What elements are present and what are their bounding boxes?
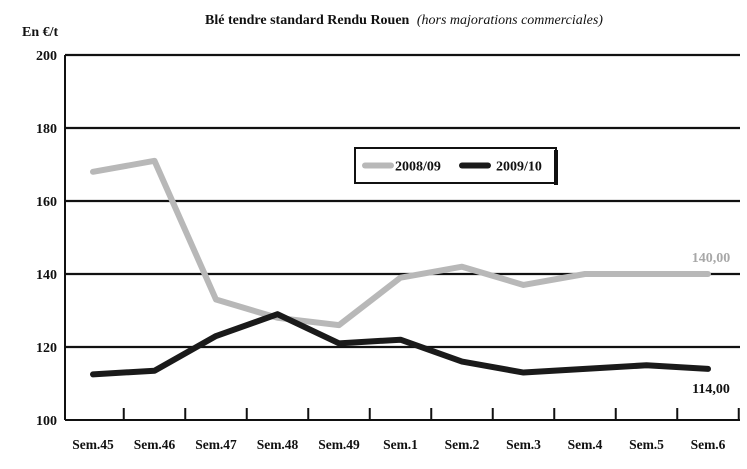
y-tick-label-140: 140 [36, 268, 57, 283]
series-line-2008-09 [90, 157, 711, 329]
y-tick-label-120: 120 [36, 341, 57, 356]
legend-label-2008-09: 2008/09 [395, 160, 441, 175]
axes [64, 55, 740, 421]
end-label-2008-09: 140,00 [692, 251, 731, 266]
legend-label-2009-10: 2009/10 [496, 160, 542, 175]
y-axis-label: En €/t [22, 25, 59, 40]
x-tick-label-sem49: Sem.49 [318, 437, 360, 452]
x-tick-label-sem4: Sem.4 [568, 437, 603, 452]
x-tick-label-sem3: Sem.3 [506, 437, 541, 452]
x-tick-label-sem6: Sem.6 [691, 437, 726, 452]
x-tick-label-sem47: Sem.47 [195, 437, 237, 452]
series-line-2009-10 [90, 311, 711, 378]
x-tick-label-sem2: Sem.2 [445, 437, 480, 452]
end-label-2009-10: 114,00 [692, 382, 730, 397]
chart-title-main: Blé tendre standard Rendu Rouen [205, 13, 410, 28]
series-lines [90, 157, 711, 378]
y-tick-label-180: 180 [36, 122, 57, 137]
chart-title-sub: (hors majorations commerciales) [417, 13, 603, 28]
x-tick-labels: Sem.45 Sem.46 Sem.47 Sem.48 Sem.49 Sem.1 Sem.2… [72, 408, 740, 452]
x-tick-label-sem5: Sem.5 [629, 437, 664, 452]
y-tick-label-160: 160 [36, 195, 57, 210]
y-tick-label-200: 200 [36, 49, 57, 64]
x-tick-label-sem45: Sem.45 [72, 437, 114, 452]
gridlines [65, 53, 740, 349]
legend: 2008/09 2009/10 [354, 147, 558, 185]
x-tick-label-sem48: Sem.48 [257, 437, 299, 452]
end-value-labels: 140,00 114,00 [692, 251, 731, 397]
x-tick-label-sem1: Sem.1 [383, 437, 418, 452]
chart-title: Blé tendre standard Rendu Rouen (hors ma… [205, 13, 603, 28]
y-tick-label-100: 100 [36, 414, 57, 429]
x-tick-label-sem46: Sem.46 [134, 437, 176, 452]
y-tick-labels: 100 120 140 160 180 200 [36, 49, 57, 429]
